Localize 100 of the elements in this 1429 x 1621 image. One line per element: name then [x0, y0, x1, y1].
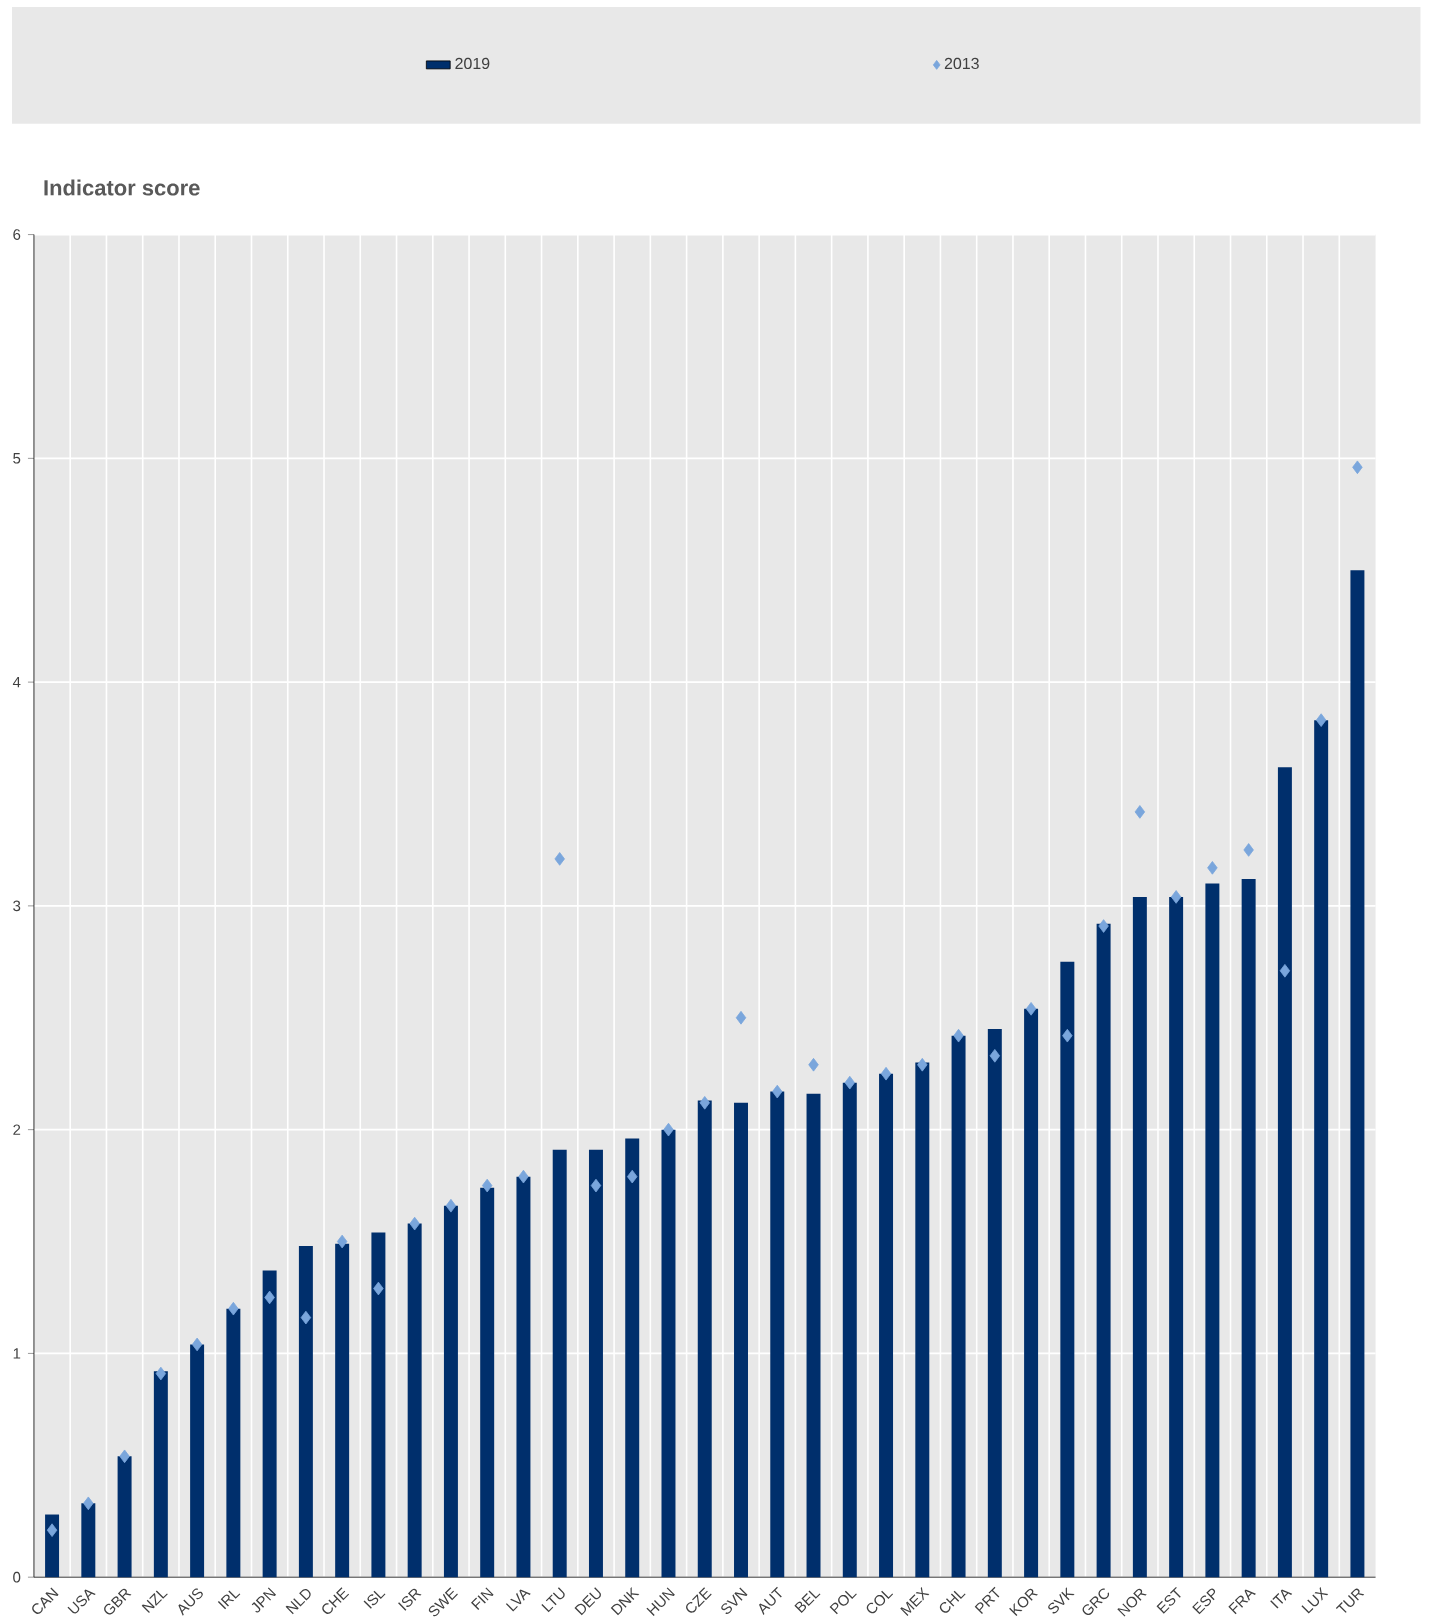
- y-axis-title: Indicator score: [44, 179, 200, 196]
- point: [808, 1057, 819, 1072]
- x-tick-label: COL: [866, 1590, 893, 1614]
- bar: [516, 1176, 531, 1578]
- point: [880, 1066, 892, 1081]
- x-tick-label: FIN: [470, 1587, 494, 1611]
- bar: [1350, 570, 1365, 1578]
- bar: [407, 1223, 422, 1578]
- bar: [371, 1232, 386, 1578]
- point: [82, 1496, 94, 1511]
- point: [119, 1449, 130, 1464]
- x-tick-label: IRL: [217, 1590, 241, 1610]
- point: [445, 1198, 456, 1213]
- x-tick-label: ISR: [397, 1588, 422, 1611]
- y-tick-label: 3: [12, 900, 21, 912]
- point: [1206, 861, 1218, 875]
- bar: [915, 1062, 930, 1578]
- bar: [479, 1187, 494, 1578]
- point: [916, 1057, 928, 1072]
- point: [626, 1169, 638, 1184]
- bar: [625, 1138, 639, 1578]
- point: [372, 1281, 384, 1296]
- x-tick-label: NLD: [285, 1589, 311, 1615]
- bar: [334, 1243, 349, 1578]
- bar: [1313, 720, 1328, 1578]
- point: [699, 1096, 710, 1110]
- bar: [1023, 1008, 1038, 1578]
- point: [336, 1234, 348, 1249]
- bar: [733, 1102, 748, 1578]
- bar: [44, 1514, 59, 1578]
- y-tick-label: 4: [12, 676, 21, 688]
- point: [554, 852, 565, 866]
- point: [518, 1169, 529, 1184]
- point: [481, 1178, 493, 1193]
- point: [1279, 963, 1290, 978]
- point: [155, 1366, 166, 1381]
- x-tick-label: NZL: [141, 1590, 168, 1613]
- bar: [770, 1091, 785, 1578]
- point: [989, 1049, 1000, 1063]
- bar: [443, 1205, 458, 1578]
- point: [1170, 890, 1182, 904]
- point: [264, 1290, 275, 1305]
- bar: [951, 1035, 966, 1578]
- point: [191, 1337, 203, 1352]
- point: [663, 1122, 674, 1137]
- y-tick-label: 2: [13, 1124, 20, 1135]
- point: [1352, 460, 1363, 475]
- point: [735, 1010, 746, 1025]
- y-tick-label: 0: [12, 1571, 21, 1583]
- legend-label: 2013: [944, 57, 979, 70]
- point: [1134, 805, 1145, 819]
- bar: [842, 1082, 857, 1578]
- legend-label: 2019: [455, 57, 490, 70]
- bar: [117, 1456, 132, 1578]
- bar: [552, 1149, 567, 1578]
- point: [1315, 713, 1327, 727]
- y-tick-label: 5: [12, 453, 21, 464]
- point: [1061, 1028, 1073, 1043]
- point: [409, 1216, 420, 1231]
- point: [46, 1523, 58, 1537]
- bar: [153, 1371, 168, 1578]
- x-tick-label: USA: [67, 1589, 96, 1614]
- bar: [661, 1129, 676, 1578]
- point: [953, 1028, 964, 1043]
- y-tick-label: 6: [13, 229, 21, 240]
- x-tick-label: TUR: [1335, 1588, 1364, 1613]
- bar: [697, 1100, 712, 1578]
- bar: [1277, 767, 1292, 1578]
- bar: [1205, 883, 1220, 1578]
- x-tick-label: POL: [829, 1590, 857, 1615]
- bar: [1060, 961, 1075, 1578]
- bar: [298, 1246, 313, 1578]
- point: [771, 1084, 783, 1099]
- bar: [878, 1073, 893, 1578]
- x-tick-label: LVA: [505, 1589, 531, 1612]
- bar: [1132, 896, 1147, 1578]
- bar: [806, 1093, 821, 1578]
- bar: [1241, 879, 1256, 1578]
- point: [300, 1310, 311, 1325]
- point: [844, 1075, 855, 1090]
- x-tick-label: ITA: [1269, 1589, 1292, 1609]
- x-tick-label: CHL: [939, 1590, 966, 1613]
- point: [1098, 919, 1109, 933]
- x-tick-label: FRA: [1228, 1589, 1256, 1615]
- x-tick-label: ISL: [363, 1590, 386, 1609]
- point: [1243, 843, 1254, 857]
- y-tick-label: 1: [13, 1348, 20, 1359]
- point: [227, 1301, 239, 1316]
- bar: [81, 1503, 96, 1578]
- bar: [189, 1344, 204, 1578]
- bar: [987, 1028, 1002, 1578]
- x-tick-label: LTU: [541, 1587, 565, 1613]
- bar: [226, 1308, 241, 1578]
- bar: [262, 1270, 277, 1578]
- x-tick-label: BEL: [794, 1590, 821, 1613]
- bar: [1096, 923, 1111, 1578]
- point: [590, 1178, 601, 1193]
- bar: [588, 1149, 603, 1578]
- bar: [1168, 896, 1183, 1578]
- point: [1025, 1002, 1037, 1016]
